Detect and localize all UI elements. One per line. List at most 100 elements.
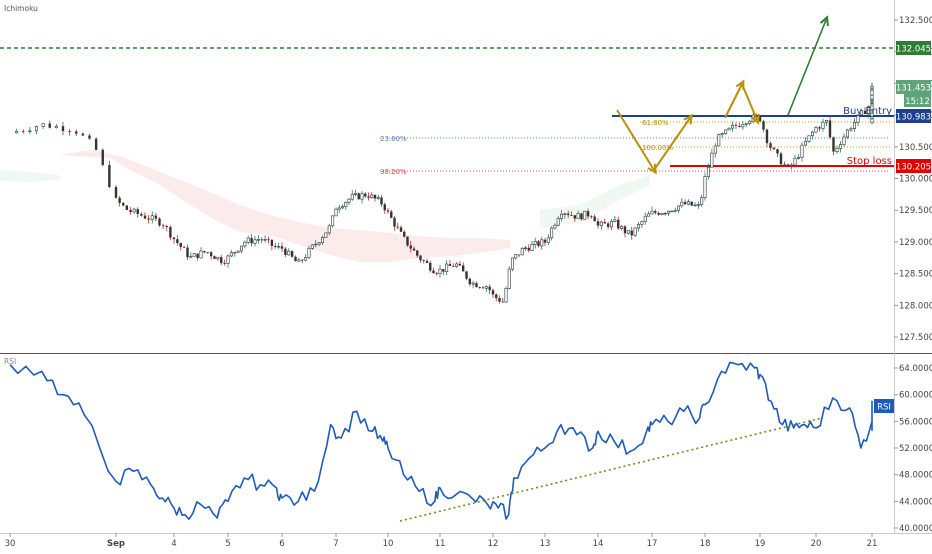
rsi-tick-label: 64.0000 — [899, 364, 932, 374]
candle-body — [468, 278, 472, 285]
candle-body — [290, 251, 294, 257]
candle-body — [856, 114, 860, 123]
candle-body — [270, 239, 274, 246]
candle-body — [81, 133, 85, 136]
candle-body — [870, 89, 874, 96]
candle-body — [789, 164, 793, 167]
candle-body — [807, 135, 811, 142]
candle-body — [603, 221, 606, 224]
candle-body — [630, 230, 633, 236]
candle-body — [132, 208, 136, 213]
candle-body — [620, 226, 624, 229]
candle-body — [399, 227, 403, 232]
candle-body — [758, 116, 762, 122]
candle-body — [383, 204, 386, 211]
candle-body — [706, 167, 710, 177]
price-tick-label: 128.000 — [899, 301, 932, 311]
candle-body — [803, 140, 807, 146]
candle-body — [158, 218, 161, 226]
candle-body — [216, 256, 220, 260]
fib-23-label: 23.60% — [380, 135, 407, 143]
candle-body — [772, 147, 776, 150]
candle-body — [304, 257, 308, 261]
candle-body — [573, 215, 577, 219]
candle-body — [143, 215, 147, 219]
candle-body — [154, 215, 158, 219]
rsi-axis-ticks: 64.0000 60.0000 56.0000 52.0000 48.0000 44.00… — [894, 364, 932, 534]
time-tick-label: 12 — [488, 539, 499, 549]
fib-100-label: 100.00% — [642, 144, 673, 152]
candle-body — [727, 127, 731, 131]
candle-body — [510, 257, 514, 270]
candle-body — [390, 211, 393, 218]
candle-body — [683, 202, 687, 205]
candle-body — [314, 243, 318, 246]
candle-body — [720, 133, 724, 135]
time-tick-label: 5 — [225, 539, 230, 549]
candle-body — [364, 193, 367, 197]
candle-body — [150, 215, 154, 220]
candle-body — [484, 286, 488, 289]
candle-body — [196, 253, 199, 259]
candle-body — [835, 148, 839, 152]
candle-body — [570, 215, 573, 216]
candle-body — [307, 248, 311, 258]
candle-body — [161, 225, 165, 227]
abcd-pattern-arrows — [616, 83, 757, 171]
candle-body — [491, 290, 495, 295]
candle-body — [696, 204, 700, 206]
candle-body — [481, 287, 485, 289]
candle-body — [609, 221, 613, 228]
candle-body — [520, 248, 524, 256]
candle-body — [357, 193, 360, 200]
time-tick-label: 18 — [700, 539, 711, 549]
candle-body — [370, 194, 374, 199]
candle-body — [676, 205, 680, 211]
candle-body — [396, 226, 399, 228]
candle-body — [814, 126, 818, 133]
time-tick-label: 4 — [171, 539, 176, 549]
indicator-label: Ichimoku — [4, 4, 38, 13]
candle-body — [566, 213, 570, 216]
price-axis-ticks: 132.500132.000131.500131.000130.500130.0… — [894, 16, 932, 343]
candle-body — [769, 143, 772, 148]
candle-body — [256, 239, 260, 241]
candle-body — [192, 253, 196, 257]
candle-body — [376, 197, 380, 199]
candle-body — [169, 227, 172, 238]
candle-body — [340, 206, 344, 209]
rsi-tick-label: 60.0000 — [899, 391, 932, 401]
countdown-badge-text: 15:12 — [905, 97, 930, 107]
candle-body — [344, 201, 348, 207]
candle-body — [260, 239, 263, 241]
candle-body — [412, 248, 416, 251]
target-price-badge-text: 132.045 — [896, 45, 931, 55]
pattern-leg-up-arrow — [653, 118, 690, 171]
candle-body — [576, 213, 580, 219]
candle-body — [15, 130, 19, 134]
candle-body — [596, 221, 600, 226]
rsi-tick-label: 40.0000 — [899, 524, 932, 534]
last-price-badge — [896, 80, 931, 94]
candle-body — [537, 241, 540, 246]
pattern-leg2-down-arrow — [741, 83, 757, 120]
candle-body — [129, 209, 132, 212]
time-tick-label: 20 — [811, 539, 822, 549]
candle-body — [663, 212, 667, 215]
candle-body — [530, 244, 534, 251]
candle-body — [762, 121, 765, 130]
rsi-trendline — [399, 417, 823, 522]
candle-body — [165, 226, 168, 228]
candle-body — [633, 227, 637, 236]
candle-body — [101, 149, 104, 165]
candle-body — [360, 193, 364, 200]
candle-body — [140, 213, 143, 216]
candle-body — [425, 260, 429, 263]
candle-body — [690, 201, 693, 206]
candle-body — [465, 271, 468, 279]
candle-body — [852, 122, 856, 129]
candle-body — [317, 242, 321, 245]
candle-body — [253, 239, 257, 244]
candle-body — [386, 210, 390, 212]
